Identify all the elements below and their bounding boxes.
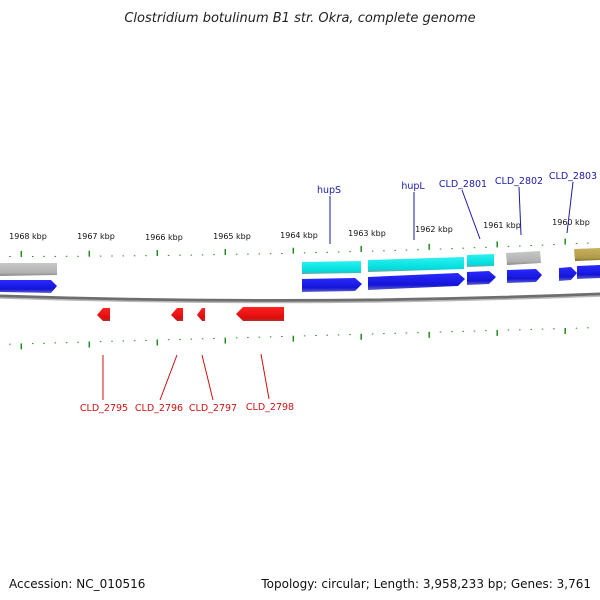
gene-label-cld2801: CLD_2801: [439, 179, 487, 190]
leader-line: [260, 353, 270, 400]
reverse-cds-track: [97, 307, 284, 321]
tick-label: 1968 kbp: [9, 232, 47, 241]
gene-label-cld2803: CLD_2803: [549, 171, 597, 182]
tick-row-bottom: [9, 327, 589, 350]
leader-line: [201, 354, 214, 401]
forward-cds-track: [0, 265, 600, 293]
cyan-feature-hups: [302, 261, 361, 274]
tick-label: 1961 kbp: [483, 221, 521, 230]
accession-label: Accession: NC_010516: [9, 577, 146, 591]
forward-cds-arrow-edge: [577, 265, 600, 279]
cyan-feature-hupl: [368, 257, 464, 272]
genome-backbone-shadow: [0, 295, 600, 304]
genome-backbone: [0, 292, 600, 303]
forward-cds-arrow-cld2802: [507, 269, 542, 283]
forward-cds-arrow: [0, 280, 57, 293]
leader-line: [518, 186, 522, 236]
tick-label: 1964 kbp: [280, 231, 318, 240]
gene-label-cld2795: CLD_2795: [80, 403, 128, 414]
olive-feature-cld2803: [574, 248, 600, 261]
leader-line: [566, 181, 574, 234]
map-title: Clostridium botulinum B1 str. Okra, comp…: [124, 11, 475, 26]
leader-line: [159, 354, 178, 401]
reverse-cds-arrow-cld2796: [171, 308, 183, 321]
genome-summary: Topology: circular; Length: 3,958,233 bp…: [261, 577, 591, 591]
leader-line: [461, 189, 481, 240]
forward-cds-arrow-cld2801: [467, 271, 496, 285]
forward-cds-arrow-partial: [559, 267, 577, 281]
bottom-gene-labels: CLD_2795 CLD_2796 CLD_2797 CLD_2798: [80, 402, 294, 414]
forward-cds-arrow-hups: [302, 278, 362, 292]
gene-label-cld2802: CLD_2802: [495, 176, 543, 187]
cyan-feature-cld2801: [467, 254, 494, 267]
reverse-cds-arrow-cld2795: [97, 308, 110, 321]
tick-label: 1960 kbp: [552, 218, 590, 227]
grey-feature: [0, 263, 57, 276]
kbp-tick-labels: 1968 kbp 1967 kbp 1966 kbp 1965 kbp 1964…: [9, 218, 590, 242]
reverse-cds-arrow-cld2798: [236, 307, 284, 321]
tick-label: 1967 kbp: [77, 232, 115, 241]
gene-label-cld2798: CLD_2798: [246, 402, 294, 413]
tick-row-top: [9, 238, 589, 257]
top-leader-lines: [329, 181, 574, 244]
tick-label: 1966 kbp: [145, 233, 183, 242]
bottom-leader-lines: [102, 353, 270, 401]
grey-feature-cld2802: [506, 251, 541, 265]
gene-label-hupl: hupL: [401, 181, 425, 192]
tick-label: 1965 kbp: [213, 232, 251, 241]
top-gene-labels: hupS hupL CLD_2801 CLD_2802 CLD_2803: [317, 171, 597, 196]
tick-label: 1962 kbp: [415, 225, 453, 234]
gene-label-hups: hupS: [317, 185, 341, 196]
tick-label: 1963 kbp: [348, 229, 386, 238]
forward-cds-arrow-hupl: [368, 273, 465, 290]
gene-label-cld2796: CLD_2796: [135, 403, 183, 414]
reverse-cds-arrow-cld2797: [197, 308, 205, 321]
gene-label-cld2797: CLD_2797: [189, 403, 237, 414]
feature-ring-outer: [0, 248, 600, 276]
